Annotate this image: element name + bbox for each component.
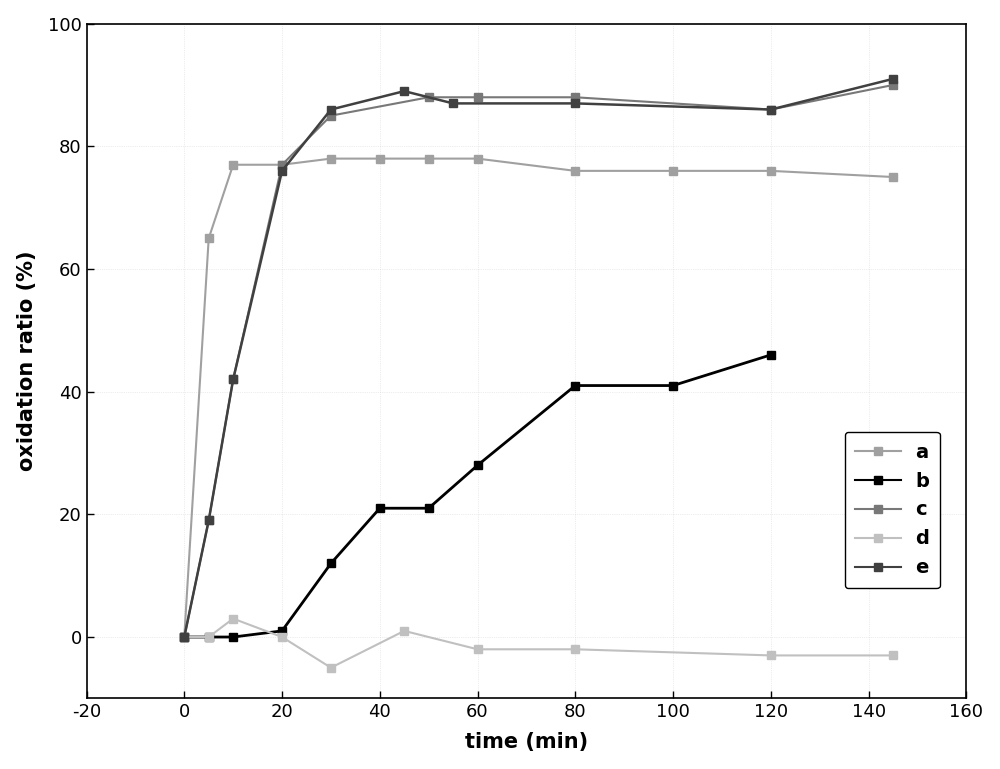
e	[178, 632, 190, 641]
d	[227, 614, 239, 623]
a	[765, 166, 777, 175]
d	[472, 644, 484, 654]
b	[423, 504, 435, 513]
d	[325, 663, 337, 672]
a	[227, 160, 239, 169]
a	[569, 166, 581, 175]
b	[227, 632, 239, 641]
e	[227, 375, 239, 384]
a	[325, 154, 337, 163]
e	[276, 166, 288, 175]
Line: d: d	[180, 614, 897, 672]
a	[472, 154, 484, 163]
d	[887, 651, 899, 660]
e	[447, 98, 459, 108]
d	[569, 644, 581, 654]
e	[398, 87, 410, 96]
X-axis label: time (min): time (min)	[465, 732, 588, 752]
b	[569, 381, 581, 390]
b	[203, 632, 215, 641]
Line: b: b	[180, 351, 775, 641]
d	[765, 651, 777, 660]
e	[325, 105, 337, 114]
d	[203, 632, 215, 641]
c	[203, 516, 215, 525]
b	[765, 350, 777, 359]
c	[178, 632, 190, 641]
c	[227, 375, 239, 384]
Legend: a, b, c, d, e: a, b, c, d, e	[845, 431, 940, 588]
c	[325, 111, 337, 120]
e	[887, 75, 899, 84]
a	[423, 154, 435, 163]
a	[178, 632, 190, 641]
a	[374, 154, 386, 163]
c	[887, 81, 899, 90]
Line: a: a	[180, 155, 897, 641]
c	[423, 92, 435, 102]
c	[472, 92, 484, 102]
d	[276, 632, 288, 641]
Line: e: e	[180, 75, 897, 641]
b	[374, 504, 386, 513]
e	[569, 98, 581, 108]
a	[887, 172, 899, 181]
d	[398, 626, 410, 635]
c	[569, 92, 581, 102]
e	[765, 105, 777, 114]
b	[472, 461, 484, 470]
c	[276, 160, 288, 169]
c	[765, 105, 777, 114]
Line: c: c	[180, 81, 897, 641]
b	[178, 632, 190, 641]
e	[203, 516, 215, 525]
d	[178, 632, 190, 641]
a	[276, 160, 288, 169]
Y-axis label: oxidation ratio (%): oxidation ratio (%)	[17, 251, 37, 471]
a	[667, 166, 679, 175]
b	[276, 626, 288, 635]
a	[203, 234, 215, 243]
b	[667, 381, 679, 390]
b	[325, 559, 337, 568]
